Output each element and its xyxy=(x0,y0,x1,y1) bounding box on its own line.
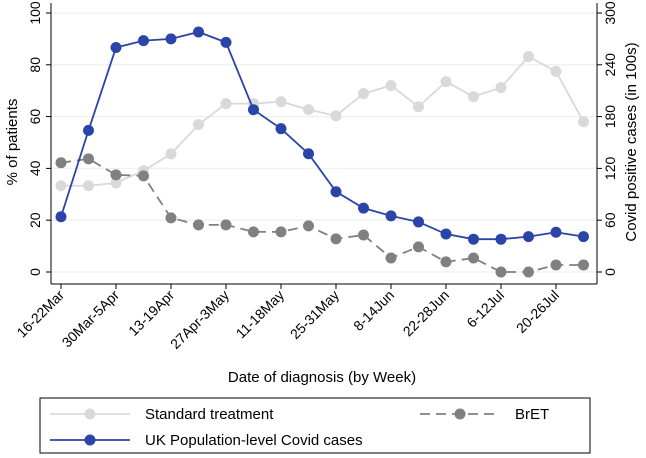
data-point xyxy=(330,110,342,122)
data-point xyxy=(83,124,94,136)
legend-label: BrET xyxy=(515,406,549,423)
x-tick-label: 25-31May xyxy=(287,287,342,342)
x-tick-label: 22-28Jun xyxy=(400,287,453,340)
y-tick-label: 40 xyxy=(27,160,43,176)
x-tick-label: 20-26Jul xyxy=(513,287,562,336)
data-point xyxy=(550,226,562,238)
y2-tick-label: 240 xyxy=(602,53,618,77)
y-tick-label: 60 xyxy=(27,109,43,125)
data-point xyxy=(330,233,342,245)
legend-label: Standard treatment xyxy=(145,406,274,423)
data-point xyxy=(385,80,397,92)
data-point xyxy=(83,153,94,165)
data-point xyxy=(578,259,589,271)
data-point xyxy=(165,212,177,224)
data-point xyxy=(523,231,534,243)
data-point xyxy=(468,252,479,264)
data-point xyxy=(440,76,452,88)
data-point xyxy=(358,88,369,100)
data-point xyxy=(193,26,204,38)
x-tick-label: 27Apr-3May xyxy=(167,287,232,352)
data-point xyxy=(138,170,149,182)
data-point xyxy=(578,231,589,243)
data-point xyxy=(468,233,479,245)
legend-marker xyxy=(84,408,96,420)
data-point xyxy=(495,266,507,278)
data-point xyxy=(275,226,287,238)
data-point xyxy=(495,233,507,245)
data-point xyxy=(248,104,259,116)
x-tick-label: 16-22Mar xyxy=(13,287,67,341)
data-point xyxy=(275,123,287,135)
data-point xyxy=(550,66,562,78)
data-point xyxy=(523,51,534,63)
data-point xyxy=(413,101,424,113)
y-tick-label: 20 xyxy=(27,212,43,228)
x-axis-label: Date of diagnosis (by Week) xyxy=(228,369,416,386)
data-point xyxy=(165,33,177,45)
data-point xyxy=(440,256,452,268)
legend-label: UK Population-level Covid cases xyxy=(145,432,363,449)
data-point xyxy=(55,180,67,192)
series-line-2 xyxy=(60,31,584,241)
data-point xyxy=(413,216,424,228)
data-point xyxy=(495,82,507,94)
x-tick-label: 6-12Jul xyxy=(463,287,507,331)
data-point xyxy=(275,96,287,108)
data-point xyxy=(385,210,397,222)
y-tick-label: 80 xyxy=(27,57,43,73)
y-tick-label: 100 xyxy=(27,1,43,25)
data-point xyxy=(55,157,67,169)
data-point xyxy=(330,186,342,198)
data-point xyxy=(303,104,314,116)
data-point xyxy=(413,241,424,253)
data-point xyxy=(303,220,314,232)
data-point xyxy=(248,226,259,238)
y2-tick-label: 180 xyxy=(602,105,618,129)
data-point xyxy=(440,228,452,240)
x-tick-label: 13-19Apr xyxy=(125,287,177,339)
data-point xyxy=(138,35,149,47)
series-layer xyxy=(55,26,589,278)
data-point xyxy=(165,148,177,160)
data-point xyxy=(110,169,122,181)
data-point xyxy=(220,219,232,231)
y-tick-label: 0 xyxy=(27,268,43,276)
data-point xyxy=(220,36,232,48)
x-tick-label: 30Mar-5Apr xyxy=(59,287,123,351)
y2-tick-label: 60 xyxy=(602,212,618,228)
data-point xyxy=(385,252,397,264)
data-point xyxy=(358,202,369,214)
data-point xyxy=(193,119,204,131)
data-point xyxy=(550,259,562,271)
data-point xyxy=(110,42,122,54)
data-point xyxy=(110,177,122,189)
x-tick-label: 8-14Jun xyxy=(350,287,397,334)
data-point xyxy=(193,219,204,231)
y2-tick-label: 0 xyxy=(602,268,618,276)
y-axis-label: % of patients xyxy=(4,99,21,186)
y2-axis-label: Covid positive cases (in 100s) xyxy=(623,42,640,241)
series-line-0 xyxy=(61,55,585,187)
data-point xyxy=(83,180,94,192)
data-point xyxy=(578,116,589,128)
x-tick-label: 11-18May xyxy=(233,287,288,342)
data-point xyxy=(55,211,67,223)
legend: Standard treatment BrET UK Population-leve… xyxy=(39,397,591,454)
y2-tick-label: 300 xyxy=(602,1,618,25)
y2-tick-label: 120 xyxy=(602,157,618,181)
legend-box xyxy=(39,397,591,454)
data-point xyxy=(220,98,232,110)
data-point xyxy=(468,91,479,103)
data-point xyxy=(523,266,534,278)
legend-marker xyxy=(84,434,96,446)
legend-marker xyxy=(454,408,466,420)
data-point xyxy=(303,148,314,160)
data-point xyxy=(358,229,369,241)
